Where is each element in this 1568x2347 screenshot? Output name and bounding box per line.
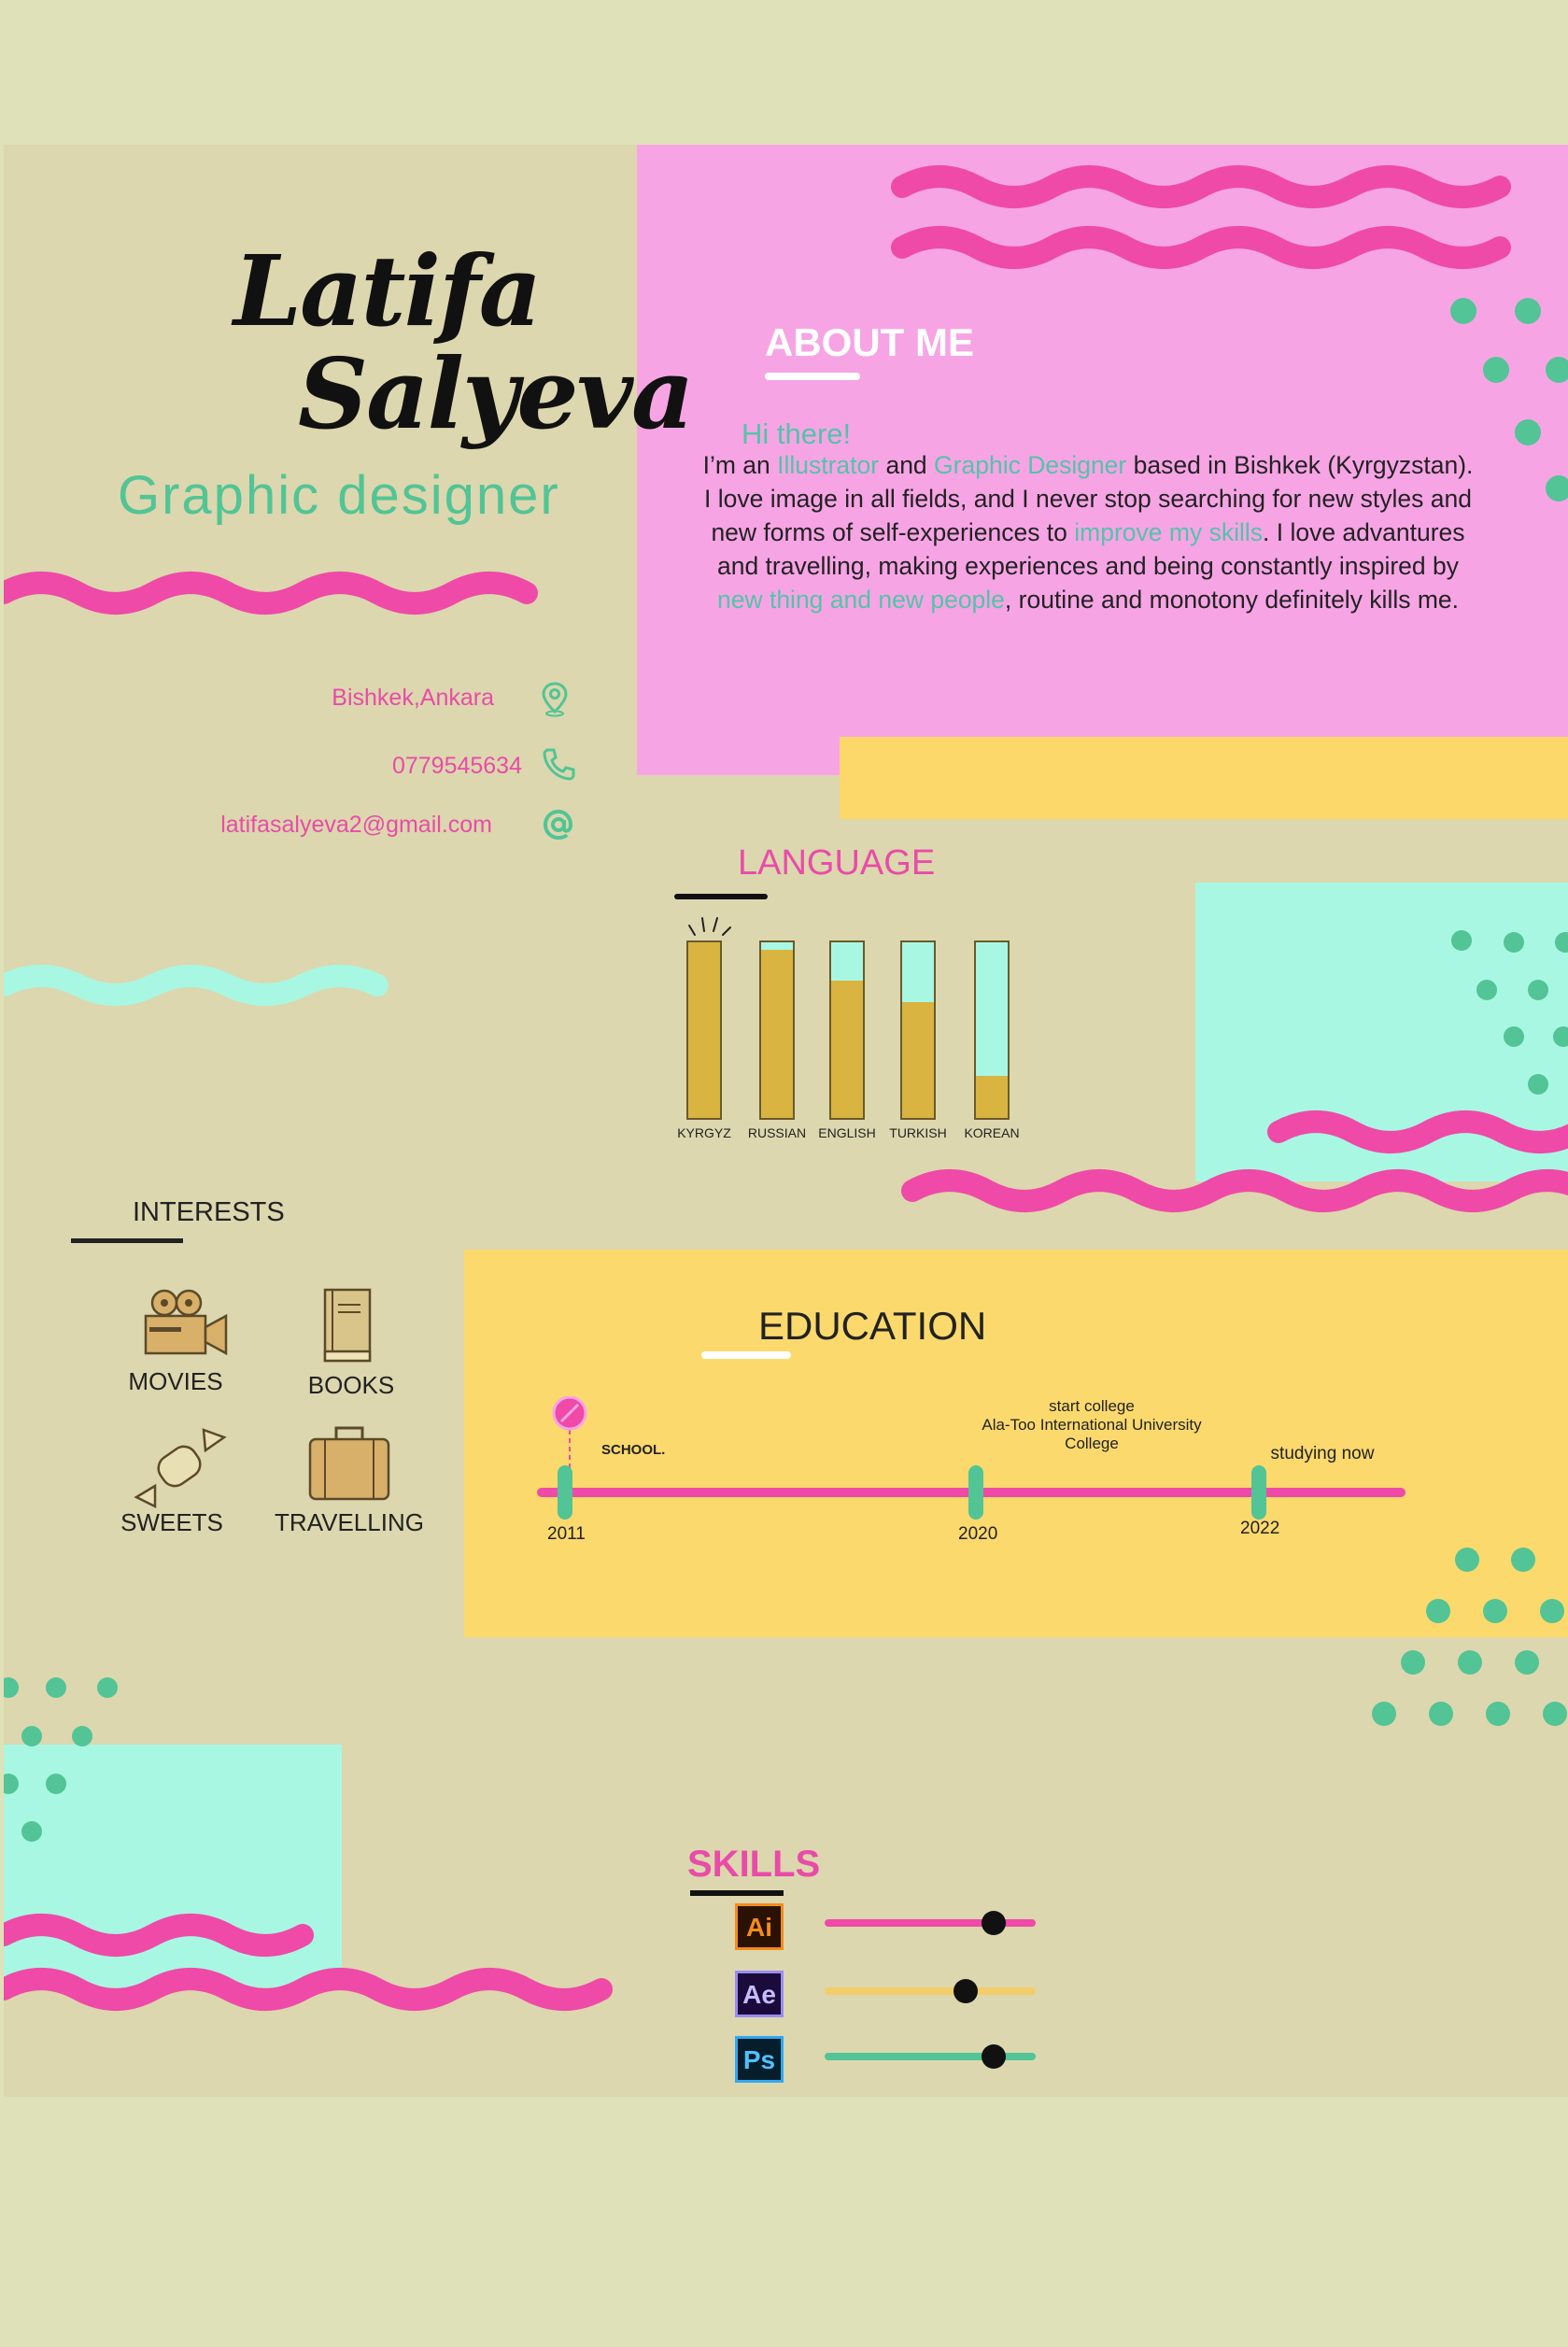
skill-level-knob bbox=[954, 1979, 979, 2003]
about-greeting: Hi there! bbox=[742, 417, 852, 450]
language-bar-fill bbox=[902, 1001, 934, 1118]
language-bar-fill bbox=[688, 942, 720, 1118]
interest-movies-label: MOVIES bbox=[128, 1367, 223, 1395]
skill-level-knob bbox=[981, 2044, 1006, 2069]
about-text: I’m an Illustrator and Graphic Designer … bbox=[702, 451, 1474, 614]
location-pin-icon bbox=[542, 682, 568, 717]
highlight-new-people: new thing and new people bbox=[716, 586, 1005, 614]
about-underline bbox=[765, 373, 860, 380]
about-title: ABOUT ME bbox=[765, 320, 974, 364]
yellow-accent-strip bbox=[840, 737, 1568, 819]
at-sign-icon bbox=[543, 809, 573, 841]
college-note: start college Ala-Too International Univ… bbox=[982, 1397, 1202, 1452]
interests-underline bbox=[71, 1238, 183, 1243]
language-bar-kyrgyz bbox=[686, 940, 722, 1120]
year-2020: 2020 bbox=[958, 1524, 998, 1544]
language-label: KYRGYZ bbox=[677, 1125, 731, 1140]
contact-location: Bishkek,Ankara bbox=[332, 685, 494, 711]
timeline-marker-2022 bbox=[1251, 1465, 1266, 1520]
contact-phone: 0779545634 bbox=[391, 753, 522, 779]
phone-icon bbox=[543, 748, 575, 781]
sparkle-icon bbox=[688, 917, 731, 936]
wave-decoration bbox=[901, 1169, 1568, 1212]
language-bar-turkish bbox=[900, 940, 936, 1120]
school-note: SCHOOL. bbox=[601, 1442, 666, 1458]
book-icon bbox=[323, 1288, 372, 1363]
language-bar-korean bbox=[974, 940, 1010, 1120]
language-title: LANGUAGE bbox=[738, 843, 936, 883]
education-title: EDUCATION bbox=[758, 1304, 987, 1348]
pin-marker-icon bbox=[552, 1396, 587, 1469]
language-underline bbox=[674, 894, 768, 899]
skill-level-knob bbox=[981, 1911, 1006, 1935]
skill-track bbox=[825, 1919, 1036, 1927]
contact-email: latifasalyeva2@gmail.com bbox=[220, 812, 492, 838]
wave-decoration bbox=[1267, 1110, 1568, 1153]
after-effects-icon: Ae bbox=[735, 1971, 784, 2017]
studying-now-note: studying now bbox=[1270, 1444, 1375, 1463]
year-2022: 2022 bbox=[1240, 1519, 1280, 1538]
skills-underline bbox=[690, 1890, 784, 1896]
skill-track bbox=[825, 2053, 1036, 2060]
language-bar-russian bbox=[759, 940, 795, 1120]
education-panel bbox=[464, 1250, 1568, 1637]
decorative-shapes bbox=[4, 165, 1568, 2011]
language-bar-fill bbox=[831, 981, 863, 1118]
wave-decoration bbox=[4, 572, 538, 615]
last-name: Salyeva bbox=[298, 336, 694, 451]
language-bar-fill bbox=[976, 1075, 1008, 1118]
language-label: KOREAN bbox=[964, 1125, 1020, 1140]
candy-icon bbox=[134, 1428, 227, 1509]
year-2011: 2011 bbox=[547, 1524, 586, 1544]
wave-decoration bbox=[891, 226, 1511, 269]
interest-books-label: BOOKS bbox=[307, 1371, 395, 1399]
language-label: TURKISH bbox=[889, 1125, 947, 1140]
language-bar-english bbox=[829, 940, 865, 1120]
movie-camera-icon bbox=[144, 1289, 228, 1356]
interests-title: INTERESTS bbox=[133, 1197, 285, 1227]
skills-title: SKILLS bbox=[687, 1844, 821, 1885]
timeline-marker-2011 bbox=[558, 1465, 572, 1520]
first-name: Latifa bbox=[233, 233, 542, 348]
highlight-illustrator: Illustrator bbox=[777, 451, 880, 479]
language-label: RUSSIAN bbox=[747, 1125, 807, 1140]
wave-decoration bbox=[4, 1968, 613, 2011]
skill-track bbox=[825, 1987, 1036, 1995]
language-bar-fill bbox=[761, 949, 793, 1118]
resume-page: Latifa Salyeva Graphic designer Bishkek,… bbox=[4, 145, 1568, 2097]
wave-decoration bbox=[891, 165, 1511, 208]
timeline-marker-2020 bbox=[968, 1465, 983, 1520]
language-label: ENGLISH bbox=[818, 1125, 876, 1140]
interest-travelling-label: TRAVELLING bbox=[275, 1508, 424, 1536]
wave-decoration bbox=[4, 1914, 314, 1957]
interest-sweets-label: SWEETS bbox=[120, 1508, 223, 1536]
highlight-improve-skills: improve my skills bbox=[1074, 518, 1263, 546]
photoshop-icon: Ps bbox=[735, 2036, 784, 2083]
job-title: Graphic designer bbox=[118, 465, 560, 526]
suitcase-icon bbox=[308, 1426, 390, 1501]
education-underline bbox=[701, 1351, 791, 1359]
wave-decoration bbox=[4, 965, 388, 1006]
highlight-graphic-designer: Graphic Designer bbox=[934, 451, 1127, 479]
illustrator-icon: Ai bbox=[735, 1903, 784, 1950]
